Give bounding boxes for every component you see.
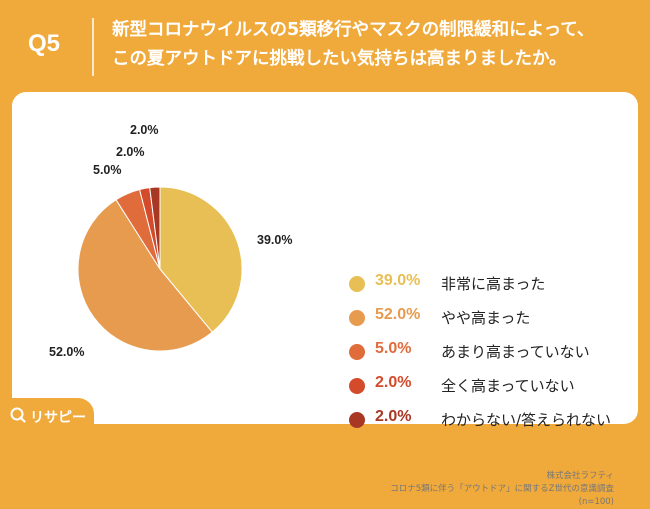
- legend-value: 2.0%: [375, 408, 412, 425]
- legend-item-4: 2.0% 全く高まっていない: [339, 372, 639, 406]
- pie-slice-1: [159, 186, 243, 333]
- legend-label: やや高まった: [441, 309, 531, 327]
- pie-data-label-1: 39.0%: [257, 233, 292, 247]
- pie-data-label-3: 5.0%: [93, 163, 122, 177]
- legend-label: あまり高まっていない: [441, 343, 590, 361]
- pie-data-label-2: 52.0%: [49, 345, 84, 359]
- pie-data-label-5: 2.0%: [130, 123, 159, 137]
- legend-swatch: [349, 344, 365, 360]
- pie-chart: 39.0% 52.0% 5.0% 2.0% 2.0%: [49, 123, 292, 359]
- question-title-line-1: 新型コロナウイルスの5類移行やマスクの制限緩和によって、: [112, 20, 595, 40]
- pie-slice-2: [77, 199, 213, 352]
- legend-item-3: 5.0% あまり高まっていない: [339, 338, 639, 372]
- legend-value: 39.0%: [375, 272, 421, 289]
- legend-swatch: [349, 378, 365, 394]
- logo-icon: [10, 407, 26, 423]
- question-title-line-2: この夏アウトドアに挑戦したい気持ちは高まりましたか。: [112, 49, 567, 69]
- header: Q5 新型コロナウイルスの5類移行やマスクの制限緩和によって、 この夏アウトドア…: [0, 0, 650, 92]
- legend-swatch: [349, 310, 365, 326]
- legend-value: 2.0%: [375, 374, 412, 391]
- pie-data-label-4: 2.0%: [116, 145, 145, 159]
- brand-logo: リサピー: [0, 398, 94, 434]
- legend: 39.0% 非常に高まった 52.0% やや高まった 5.0% あまり高まっていない 2.0…: [339, 270, 639, 440]
- source-note: 株式会社ラフティ コロナ5類に伴う「アウトドア」に関するZ世代の意識調査 (n=…: [390, 470, 614, 509]
- legend-swatch: [349, 276, 365, 292]
- legend-value: 52.0%: [375, 306, 421, 323]
- question-number: Q5: [28, 30, 61, 57]
- header-divider: [92, 18, 94, 76]
- legend-value: 5.0%: [375, 340, 412, 357]
- legend-label: わからない/答えられない: [441, 411, 612, 429]
- legend-item-1: 39.0% 非常に高まった: [339, 270, 639, 304]
- logo-text: リサピー: [30, 410, 86, 426]
- chart-card: 39.0% 52.0% 5.0% 2.0% 2.0% 39.0% 非常に高まった 52.0%…: [12, 92, 638, 507]
- legend-label: 全く高まっていない: [441, 377, 575, 395]
- legend-item-2: 52.0% やや高まった: [339, 304, 639, 338]
- legend-swatch: [349, 412, 365, 428]
- question-title: 新型コロナウイルスの5類移行やマスクの制限緩和によって、 この夏アウトドアに挑戦…: [112, 16, 632, 74]
- source-survey: コロナ5類に伴う「アウトドア」に関するZ世代の意識調査: [390, 484, 614, 494]
- legend-label: 非常に高まった: [441, 275, 546, 293]
- pie-slice-5: [149, 186, 161, 270]
- source-company: 株式会社ラフティ: [546, 471, 615, 481]
- legend-item-5: 2.0% わからない/答えられない: [339, 406, 639, 440]
- source-sample: (n=100): [578, 497, 614, 507]
